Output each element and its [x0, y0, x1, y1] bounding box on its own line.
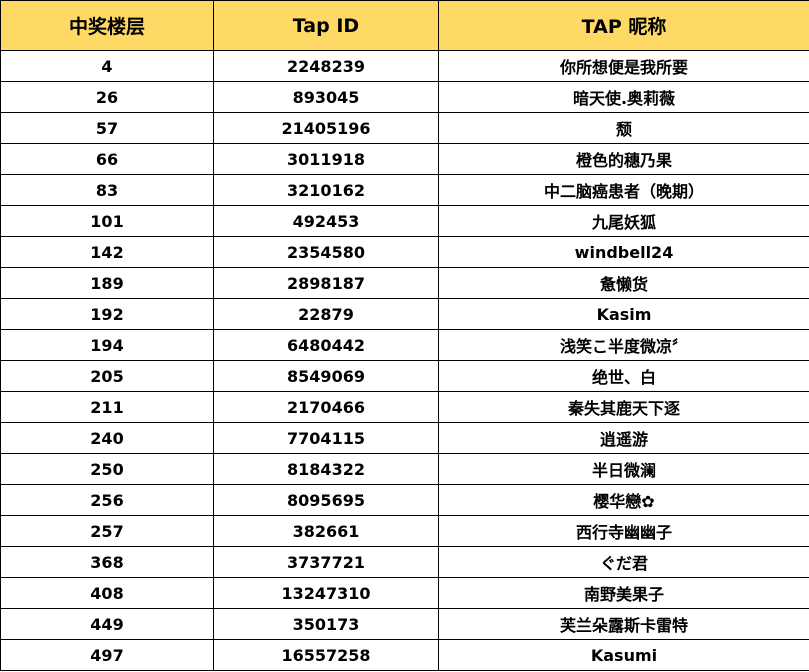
header-cell: Tap ID: [213, 0, 439, 51]
table-cell: 83: [0, 174, 214, 206]
table-cell: 192: [0, 298, 214, 330]
table-cell: 22879: [213, 298, 439, 330]
table-cell: 16557258: [213, 639, 439, 671]
table-cell: 2354580: [213, 236, 439, 268]
table-cell: 194: [0, 329, 214, 361]
table-cell: 4: [0, 50, 214, 82]
table-cell: 101: [0, 205, 214, 237]
table-cell: 382661: [213, 515, 439, 547]
table-cell: 芙兰朵露斯卡雷特: [438, 608, 809, 640]
table-cell: 颓: [438, 112, 809, 144]
table-cell: 497: [0, 639, 214, 671]
table-row: 211 2170466 秦失其鹿天下逐: [0, 391, 809, 423]
table-body: 4 2248239 你所想便是我所要 26 893045 暗天使.奥莉薇 57 2140519…: [0, 50, 809, 671]
table-cell: 半日微澜: [438, 453, 809, 485]
table-cell: Kasumi: [438, 639, 809, 671]
table-row: 256 8095695 樱华戀✿: [0, 484, 809, 516]
table-cell: 3210162: [213, 174, 439, 206]
table-cell: 492453: [213, 205, 439, 237]
table-cell: 西行寺幽幽子: [438, 515, 809, 547]
table-cell: Kasim: [438, 298, 809, 330]
table-cell: 142: [0, 236, 214, 268]
table-cell: 893045: [213, 81, 439, 113]
header-cell: 中奖楼层: [0, 0, 214, 51]
table-cell: 2898187: [213, 267, 439, 299]
table-cell: 21405196: [213, 112, 439, 144]
table-cell: 57: [0, 112, 214, 144]
table-row: 83 3210162 中二脑癌患者（晚期）: [0, 174, 809, 206]
table-row: 408 13247310 南野美果子: [0, 577, 809, 609]
table-cell: 8184322: [213, 453, 439, 485]
table-cell: 中二脑癌患者（晚期）: [438, 174, 809, 206]
header-row: 中奖楼层 Tap ID TAP 昵称: [0, 0, 809, 51]
table-cell: 211: [0, 391, 214, 423]
table-row: 449 350173 芙兰朵露斯卡雷特: [0, 608, 809, 640]
table-row: 250 8184322 半日微澜: [0, 453, 809, 485]
table-cell: 257: [0, 515, 214, 547]
table-row: 57 21405196 颓: [0, 112, 809, 144]
table-cell: 浅笑こ半度微凉〞: [438, 329, 809, 361]
table-cell: 南野美果子: [438, 577, 809, 609]
table-cell: 7704115: [213, 422, 439, 454]
table-cell: ぐだ君: [438, 546, 809, 578]
table-cell: 3011918: [213, 143, 439, 175]
table-row: 26 893045 暗天使.奥莉薇: [0, 81, 809, 113]
table-cell: 8095695: [213, 484, 439, 516]
table-cell: 250: [0, 453, 214, 485]
table-cell: 449: [0, 608, 214, 640]
table-cell: 205: [0, 360, 214, 392]
table-row: 240 7704115 逍遥游: [0, 422, 809, 454]
table-row: 497 16557258 Kasumi: [0, 639, 809, 671]
table-row: 205 8549069 绝世、白: [0, 360, 809, 392]
table-cell: 408: [0, 577, 214, 609]
table-row: 189 2898187 惫懒货: [0, 267, 809, 299]
table-cell: 368: [0, 546, 214, 578]
table-cell: 橙色的穗乃果: [438, 143, 809, 175]
table-cell: 256: [0, 484, 214, 516]
table-cell: 6480442: [213, 329, 439, 361]
table-cell: 13247310: [213, 577, 439, 609]
table-cell: 你所想便是我所要: [438, 50, 809, 82]
table-cell: 189: [0, 267, 214, 299]
table-row: 66 3011918 橙色的穗乃果: [0, 143, 809, 175]
table-cell: 九尾妖狐: [438, 205, 809, 237]
table-row: 368 3737721 ぐだ君: [0, 546, 809, 578]
table-row: 194 6480442 浅笑こ半度微凉〞: [0, 329, 809, 361]
table-cell: 惫懒货: [438, 267, 809, 299]
header-cell: TAP 昵称: [438, 0, 809, 51]
table-cell: 66: [0, 143, 214, 175]
table-cell: 350173: [213, 608, 439, 640]
table-cell: 樱华戀✿: [438, 484, 809, 516]
table-cell: 2248239: [213, 50, 439, 82]
table-cell: 2170466: [213, 391, 439, 423]
table-cell: windbell24: [438, 236, 809, 268]
table-cell: 绝世、白: [438, 360, 809, 392]
table-row: 257 382661 西行寺幽幽子: [0, 515, 809, 547]
table-cell: 26: [0, 81, 214, 113]
table-cell: 暗天使.奥莉薇: [438, 81, 809, 113]
table-cell: 3737721: [213, 546, 439, 578]
table-row: 101 492453 九尾妖狐: [0, 205, 809, 237]
table-cell: 秦失其鹿天下逐: [438, 391, 809, 423]
table-cell: 8549069: [213, 360, 439, 392]
table-row: 4 2248239 你所想便是我所要: [0, 50, 809, 82]
table-cell: 240: [0, 422, 214, 454]
table-row: 192 22879 Kasim: [0, 298, 809, 330]
table-cell: 逍遥游: [438, 422, 809, 454]
table-row: 142 2354580 windbell24: [0, 236, 809, 268]
